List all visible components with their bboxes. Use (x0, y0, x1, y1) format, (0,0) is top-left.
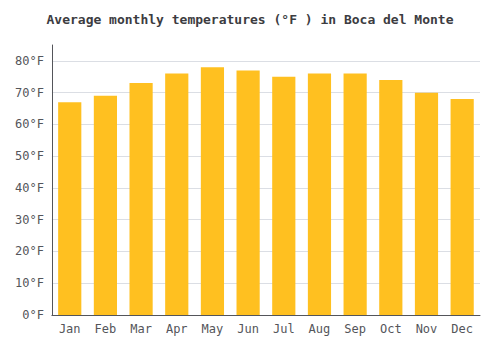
svg-text:Mar: Mar (130, 322, 152, 336)
svg-text:Feb: Feb (95, 322, 117, 336)
svg-text:Oct: Oct (380, 322, 402, 336)
svg-text:Jun: Jun (237, 322, 259, 336)
svg-text:80°F: 80°F (15, 54, 44, 68)
svg-text:Aug: Aug (309, 322, 331, 336)
svg-text:20°F: 20°F (15, 244, 44, 258)
svg-text:Nov: Nov (416, 322, 438, 336)
svg-text:Jan: Jan (59, 322, 81, 336)
svg-text:Jul: Jul (273, 322, 295, 336)
svg-text:40°F: 40°F (15, 181, 44, 195)
svg-text:60°F: 60°F (15, 117, 44, 131)
svg-text:May: May (202, 322, 224, 336)
svg-text:Average monthly temperatures (: Average monthly temperatures (°F ) in Bo… (47, 12, 454, 27)
svg-text:Dec: Dec (451, 322, 473, 336)
svg-text:70°F: 70°F (15, 86, 44, 100)
svg-text:Apr: Apr (166, 322, 188, 336)
svg-text:30°F: 30°F (15, 213, 44, 227)
svg-text:50°F: 50°F (15, 149, 44, 163)
svg-text:0°F: 0°F (22, 308, 44, 322)
svg-text:Sep: Sep (344, 322, 366, 336)
svg-text:10°F: 10°F (15, 276, 44, 290)
